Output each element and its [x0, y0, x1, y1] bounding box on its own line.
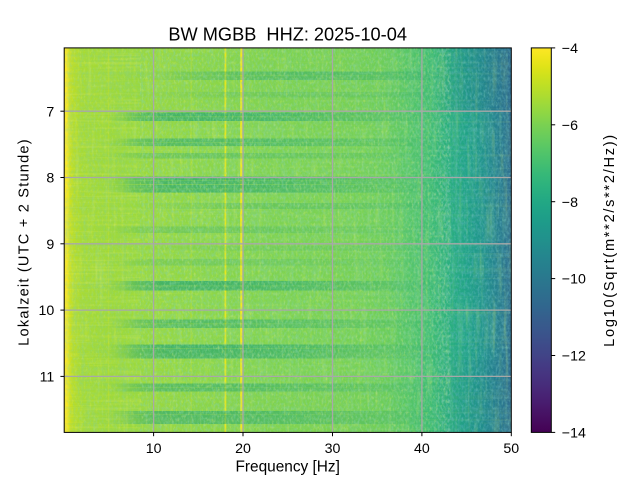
svg-text:−14: −14: [562, 426, 586, 442]
svg-text:50: 50: [503, 441, 519, 457]
svg-text:Frequency [Hz]: Frequency [Hz]: [236, 458, 340, 475]
svg-text:−6: −6: [562, 118, 578, 134]
svg-text:−8: −8: [562, 195, 578, 211]
svg-text:Lokalzeit (UTC + 2 Stunde): Lokalzeit (UTC + 2 Stunde): [17, 138, 33, 346]
svg-text:−4: −4: [562, 41, 578, 57]
svg-text:−12: −12: [562, 349, 586, 365]
svg-text:7: 7: [46, 104, 54, 120]
svg-text:40: 40: [414, 441, 430, 457]
svg-text:Log10(Sqrt(m**2/s**2/Hz)): Log10(Sqrt(m**2/s**2/Hz)): [602, 133, 618, 347]
svg-text:BW MGBB HHZ: 2025-10-04: BW MGBB HHZ: 2025-10-04: [168, 24, 407, 44]
svg-text:−10: −10: [562, 272, 586, 288]
svg-text:8: 8: [46, 171, 54, 187]
svg-text:9: 9: [46, 237, 54, 253]
svg-text:10: 10: [146, 441, 162, 457]
svg-text:11: 11: [40, 370, 55, 386]
svg-text:30: 30: [325, 441, 341, 457]
svg-text:10: 10: [39, 303, 55, 319]
svg-text:20: 20: [235, 441, 251, 457]
